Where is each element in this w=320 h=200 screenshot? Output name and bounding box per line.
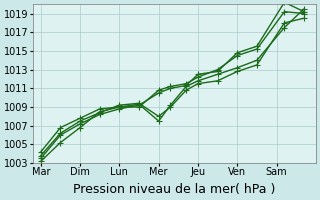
X-axis label: Pression niveau de la mer( hPa ): Pression niveau de la mer( hPa ) xyxy=(73,183,276,196)
